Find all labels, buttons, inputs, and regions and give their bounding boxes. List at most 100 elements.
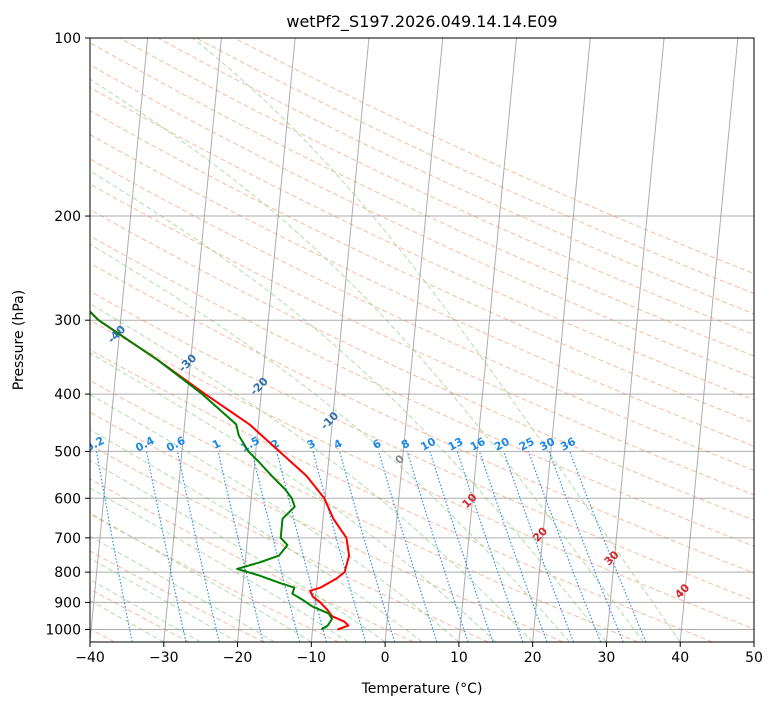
mixing-ratio-lines [95, 451, 647, 642]
y-tick-label: 600 [54, 491, 81, 507]
dry-adiabat-line [195, 38, 754, 295]
x-tick-label: 0 [381, 650, 390, 666]
mixing-ratio-line [478, 451, 548, 642]
mixing-ratio-line [276, 451, 327, 642]
dry-adiabats [90, 38, 754, 642]
x-axis: −40 −30 −20 −10 0 10 20 30 40 50 [75, 642, 763, 666]
dry-adiabat-line [90, 262, 754, 574]
isotherm-line [458, 38, 517, 642]
y-tick-label: 400 [54, 387, 81, 403]
moist-adiabat-line [90, 352, 497, 642]
mixing-ratio-line [548, 451, 624, 642]
mixing-ratio-line [176, 451, 220, 642]
temperature-line [90, 310, 351, 631]
isotherm-line [605, 38, 665, 642]
mixing-ratio-line [527, 451, 602, 642]
dry-adiabat-line [90, 209, 754, 521]
mixing-ratio-line [429, 451, 494, 642]
moist-adiabat-line [90, 243, 570, 642]
isotherm-line [237, 38, 296, 642]
moist-adiabat-line [90, 459, 386, 642]
dry-adiabat-line [157, 38, 754, 315]
moist-adiabat-line [90, 429, 423, 642]
dry-adiabat-line [90, 319, 754, 630]
mixing-ratio-line [503, 451, 575, 642]
isotherm-line [310, 38, 370, 642]
isotherm-label: -50 [35, 286, 58, 309]
x-tick-label: 50 [745, 650, 763, 666]
x-axis-label: Temperature (°C) [361, 681, 483, 697]
mixing-ratio-line [569, 451, 647, 642]
mixing-ratio-line [312, 451, 367, 642]
moist-adiabats [90, 38, 681, 642]
mixing-ratio-label: 20 [492, 435, 512, 454]
moist-adiabat-line [90, 579, 201, 642]
dry-adiabat-line [90, 86, 754, 401]
moist-adiabat-line [192, 38, 681, 642]
x-tick-label: −40 [75, 650, 105, 666]
profile-series [90, 310, 351, 631]
mixing-ratio-label: 13 [446, 435, 466, 454]
moist-adiabat-line [90, 599, 165, 642]
dry-adiabat-line [119, 38, 754, 336]
x-tick-label: 30 [598, 650, 616, 666]
mixing-ratio-label: 16 [468, 435, 488, 454]
y-tick-label: 200 [54, 209, 81, 225]
dry-adiabat-line [90, 444, 489, 642]
isotherm-line [384, 38, 444, 642]
mixing-ratio-line [339, 451, 396, 642]
mixing-ratio-label: 30 [538, 435, 558, 454]
y-tick-label: 700 [54, 531, 81, 547]
moist-adiabat-line [90, 170, 607, 642]
y-axis: 100 200 300 400 500 600 700 800 900 1000 [45, 31, 90, 638]
isotherm-line [679, 38, 739, 642]
chart-title: wetPf2_S197.2026.049.14.14.E09 [286, 12, 557, 32]
x-tick-label: 20 [524, 650, 542, 666]
mixing-ratio-line [146, 451, 187, 642]
mixing-ratio-label: 36 [558, 435, 578, 454]
dry-adiabat-line [90, 64, 754, 379]
mixing-ratio-line [378, 451, 438, 642]
x-tick-label: 10 [450, 650, 468, 666]
moist-adiabat-line [90, 303, 534, 642]
mixing-ratio-line [217, 451, 264, 642]
y-tick-label: 900 [54, 595, 81, 611]
dry-adiabat-line [90, 379, 639, 642]
isotherm-grid [90, 38, 754, 642]
dry-adiabat-line [90, 42, 754, 357]
x-tick-label: −30 [149, 650, 179, 666]
dry-adiabat-line [90, 550, 265, 642]
moist-adiabat-line [90, 512, 312, 642]
mixing-ratio-label: 25 [517, 435, 537, 454]
plot-frame [89, 37, 755, 643]
x-tick-label: −20 [223, 650, 253, 666]
dewpoint-line [90, 310, 333, 631]
isotherm-line [753, 636, 754, 642]
isotherm-line [532, 38, 591, 642]
x-tick-label: 40 [671, 650, 689, 666]
y-tick-label: 300 [54, 313, 81, 329]
dry-adiabat-line [90, 411, 564, 642]
y-axis-label: Pressure (hPa) [11, 290, 27, 390]
dry-adiabat-line [90, 290, 754, 602]
dry-adiabat-line [90, 235, 754, 547]
mixing-ratio-label: 10 [418, 435, 438, 454]
dry-adiabat-line [90, 110, 754, 424]
dry-adiabat-line [90, 349, 713, 642]
moist-adiabat-line [90, 487, 349, 642]
isotherm-line [90, 38, 149, 642]
plot-background [90, 38, 754, 642]
moist-adiabat-line [90, 557, 238, 642]
mixing-ratio-line [251, 451, 301, 642]
isotherm-line [163, 38, 222, 642]
mixing-ratio-line [456, 451, 524, 642]
y-tick-label: 500 [54, 444, 81, 460]
y-tick-label: 800 [54, 565, 81, 581]
y-tick-label: 1000 [45, 622, 81, 638]
mixing-ratio-line [406, 451, 469, 642]
dry-adiabat-line [90, 588, 190, 642]
moist-adiabat-line [90, 78, 644, 642]
y-tick-label: 100 [54, 31, 81, 47]
x-tick-label: −10 [297, 650, 327, 666]
